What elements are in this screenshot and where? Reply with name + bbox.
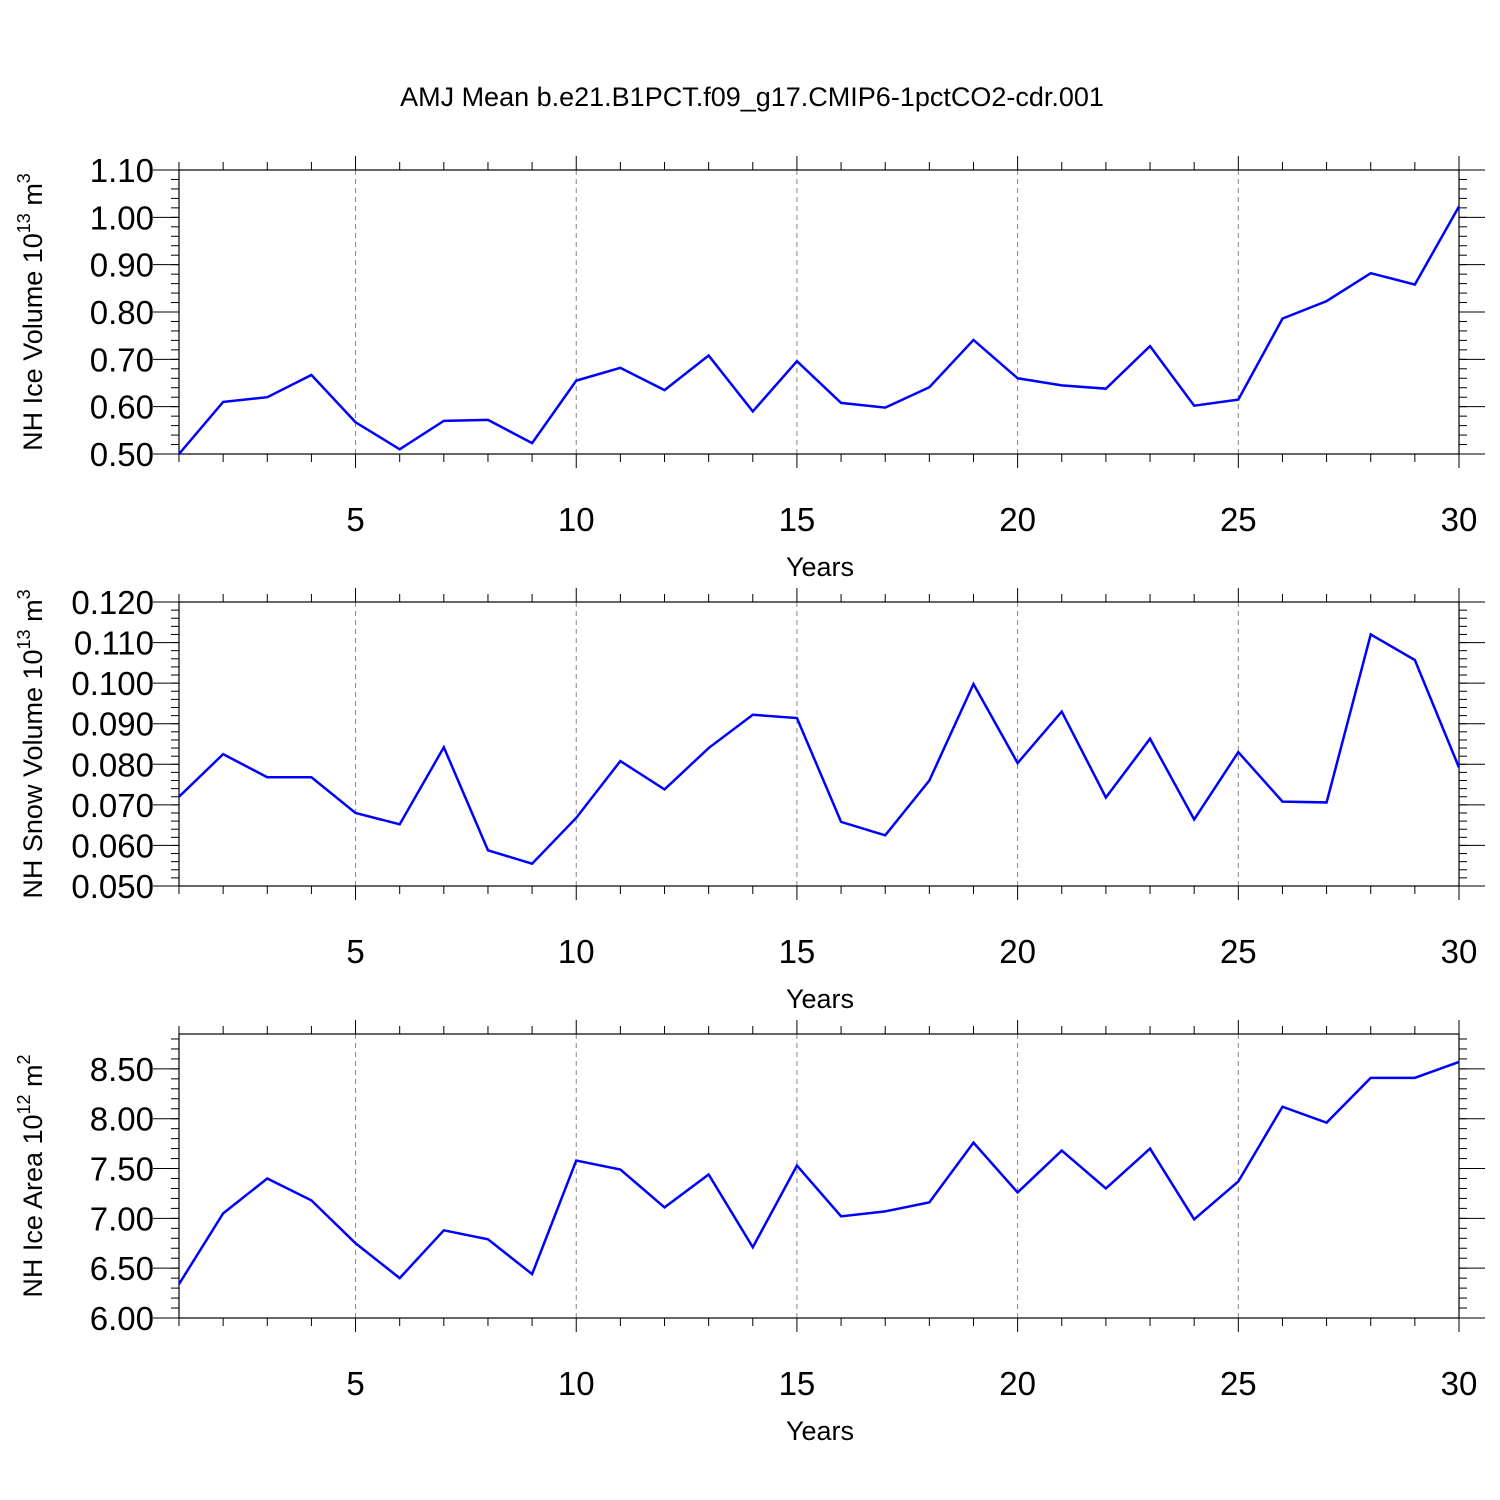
x-tick-label: 20 [999, 1365, 1036, 1402]
y-axis-label-ylabel-unit-exp: 3 [14, 589, 34, 599]
y-tick-label: 6.50 [90, 1250, 154, 1287]
y-axis-label-ylabel-unit: m [18, 183, 48, 213]
y-tick-label: 6.00 [90, 1300, 154, 1337]
y-tick-label: 0.50 [90, 436, 154, 473]
x-tick-label: 10 [558, 1365, 595, 1402]
x-tick-label: 25 [1220, 501, 1257, 538]
y-tick-label: 8.00 [90, 1101, 154, 1138]
x-tick-label: 5 [346, 1365, 364, 1402]
x-tick-label: 20 [999, 501, 1036, 538]
y-tick-label: 0.90 [90, 247, 154, 284]
x-tick-label: 15 [779, 933, 816, 970]
x-axis-label: Years [786, 984, 854, 1014]
y-tick-label: 7.50 [90, 1151, 154, 1188]
y-axis-label-ylabel: NH Snow Volume 10 [18, 649, 48, 898]
y-tick-label: 1.10 [90, 152, 154, 189]
x-tick-label: 5 [346, 933, 364, 970]
y-axis-label-ylabel: NH Ice Area 10 [18, 1114, 48, 1297]
figure-title: AMJ Mean b.e21.B1PCT.f09_g17.CMIP6-1pctC… [400, 82, 1104, 112]
chart-panel-3: 5 10 15 20 25 30 6.00 6.50 7.00 7.50 8.00 8.50 Years… [14, 1020, 1485, 1446]
y-tick-label: 0.120 [71, 584, 154, 621]
y-tick-label: 0.060 [71, 827, 154, 864]
x-axis-label: Years [786, 1416, 854, 1446]
chart-panel-1: 5 10 15 20 25 30 0.50 0.60 0.70 0.80 0.90 1.00 1.10 Y… [14, 152, 1485, 582]
y-tick-label: 0.100 [71, 665, 154, 702]
y-tick-label: 0.050 [71, 868, 154, 905]
y-axis-label-ylabel: NH Ice Volume 10 [18, 233, 48, 451]
y-tick-label: 0.070 [71, 787, 154, 824]
data-series-line [177, 1060, 1460, 1285]
y-axis-label: NH Ice Area 1012 m2 [14, 1054, 48, 1297]
x-tick-label: 10 [558, 933, 595, 970]
y-axis-label-ylabel-unit-exp: 2 [14, 1054, 34, 1064]
x-tick-label: 30 [1441, 501, 1478, 538]
data-series-line [178, 632, 1461, 866]
y-axis-label-ylabel-exp: 13 [14, 213, 34, 233]
x-tick-label: 15 [779, 501, 816, 538]
x-tick-label: 30 [1441, 933, 1478, 970]
y-tick-label: 7.00 [90, 1200, 154, 1237]
x-tick-label: 10 [558, 501, 595, 538]
data-series-line [178, 205, 1461, 455]
y-axis-label: NH Snow Volume 1013 m3 [14, 589, 48, 898]
y-tick-label: 0.080 [71, 746, 154, 783]
plot-frame [178, 169, 1460, 455]
plot-frame [178, 1033, 1460, 1319]
x-tick-label: 25 [1220, 1365, 1257, 1402]
x-tick-label: 5 [346, 501, 364, 538]
x-tick-label: 15 [779, 1365, 816, 1402]
y-tick-label: 0.090 [71, 706, 154, 743]
y-tick-label: 8.50 [90, 1051, 154, 1088]
x-tick-label: 25 [1220, 933, 1257, 970]
y-axis-label-ylabel-exp: 13 [14, 629, 34, 649]
y-tick-label: 0.110 [74, 625, 154, 662]
x-tick-label: 30 [1441, 1365, 1478, 1402]
y-axis-label: NH Ice Volume 1013 m3 [14, 173, 48, 451]
plot-frame [178, 601, 1460, 887]
y-axis-label-ylabel-unit: m [18, 599, 48, 629]
y-tick-label: 0.70 [90, 341, 154, 378]
y-tick-label: 0.60 [90, 389, 154, 426]
y-axis-label-ylabel-unit: m [18, 1064, 48, 1094]
y-axis-label-ylabel-unit-exp: 3 [14, 173, 34, 183]
x-tick-label: 20 [999, 933, 1036, 970]
y-tick-label: 0.80 [90, 294, 154, 331]
x-axis-label: Years [786, 552, 854, 582]
y-axis-label-ylabel-exp: 12 [14, 1094, 34, 1114]
y-tick-label: 1.00 [90, 199, 154, 236]
